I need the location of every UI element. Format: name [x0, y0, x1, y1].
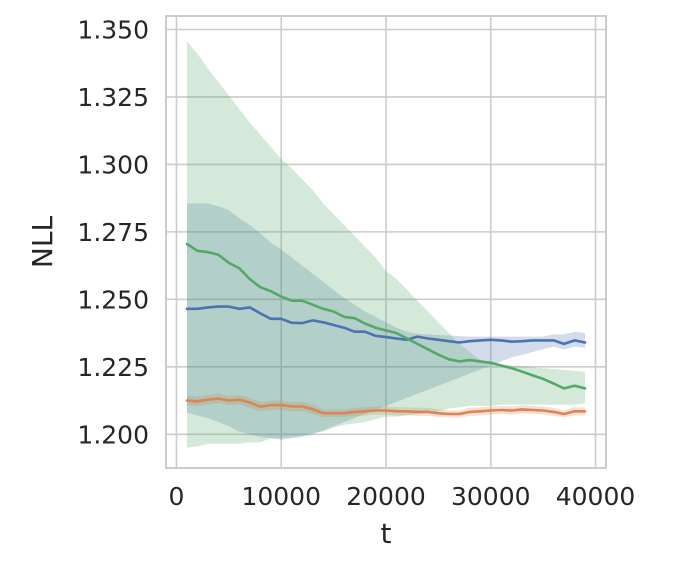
grid-lines [166, 16, 606, 468]
y-tick-label-6: 1.350 [77, 15, 149, 44]
x-tick-label-0: 0 [169, 482, 185, 511]
series-2-line [185, 242, 587, 390]
y-tick-label-1: 1.225 [77, 353, 149, 382]
series-2-band [187, 41, 585, 448]
x-tick-label-2: 20000 [346, 482, 426, 511]
plot-frame [165, 15, 607, 469]
y-axis-label: NLL [26, 216, 59, 269]
y-tick-labels: 1.200 1.225 1.250 1.275 1.300 1.325 1.350 [77, 15, 149, 449]
y-tick-label-0: 1.200 [77, 420, 149, 449]
y-tick-label-3: 1.275 [77, 218, 149, 247]
series-0-line [185, 305, 587, 346]
series-0-band [187, 203, 585, 440]
y-tick-label-5: 1.325 [77, 83, 149, 112]
x-tick-label-4: 40000 [556, 482, 636, 511]
series-lines [185, 242, 587, 416]
x-tick-label-3: 30000 [451, 482, 531, 511]
x-tick-labels: 0 10000 20000 30000 40000 [169, 482, 636, 511]
x-tick-label-1: 10000 [241, 482, 321, 511]
y-tick-label-4: 1.300 [77, 150, 149, 179]
series-1-line [185, 397, 587, 416]
x-axis-label: t [381, 517, 392, 550]
y-tick-label-2: 1.250 [77, 285, 149, 314]
